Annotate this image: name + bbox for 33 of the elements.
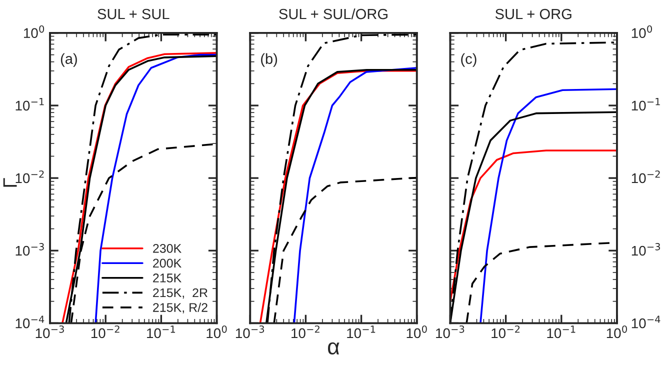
y-tick-label: 10$^{−1}$ (632, 98, 660, 111)
x-axis-title: α (328, 342, 340, 355)
x-tick-label: 10$^{−2}$ (292, 325, 320, 338)
y-tick-label: 10$^{−3}$ (632, 243, 660, 256)
chart-title: SUL + SUL (98, 8, 170, 20)
y-tick-label: 10$^{−2}$ (632, 170, 660, 184)
x-tick-label: 10$^{−1}$ (547, 326, 576, 338)
y-axis-title: Γ (3, 178, 17, 187)
x-tick-label: 10$^{−1}$ (147, 326, 175, 338)
x-tick-label: 10$^{0}$ (406, 325, 427, 338)
y-tick-label: 10$^{0}$ (24, 25, 44, 38)
y-tick-label: 10$^{−3}$ (16, 243, 44, 256)
x-tick-label: 10$^{−1}$ (347, 326, 376, 338)
annotation: (c) (461, 53, 476, 67)
y-tick-label: 10$^{0}$ (632, 25, 652, 38)
x-tick-label: 10$^{−3}$ (236, 325, 264, 338)
x-tick-label: 10$^{−2}$ (492, 325, 520, 338)
legend-label: 200K (153, 258, 182, 268)
x-tick-label: 10$^{−2}$ (91, 325, 120, 338)
y-tick-label: 10$^{−4}$ (632, 316, 660, 328)
chart-title: SUL + ORG (495, 8, 572, 20)
annotation: (a) (60, 53, 77, 67)
legend-label: 230K (153, 244, 182, 253)
legend-label: 215K, 2R (153, 288, 208, 299)
y-tick-label: 10$^{−2}$ (16, 170, 44, 184)
legend-label: 215K (153, 274, 182, 282)
legend-label: 215K, R/2 (153, 302, 208, 314)
y-tick-label: 10$^{−1}$ (16, 98, 44, 111)
x-tick-label: 10$^{0}$ (606, 325, 627, 338)
x-tick-label: 10$^{0}$ (206, 325, 227, 338)
x-tick-label: 10$^{−3}$ (436, 325, 464, 338)
annotation: (b) (261, 53, 278, 67)
chart-title: SUL + SUL/ORG (279, 8, 388, 20)
